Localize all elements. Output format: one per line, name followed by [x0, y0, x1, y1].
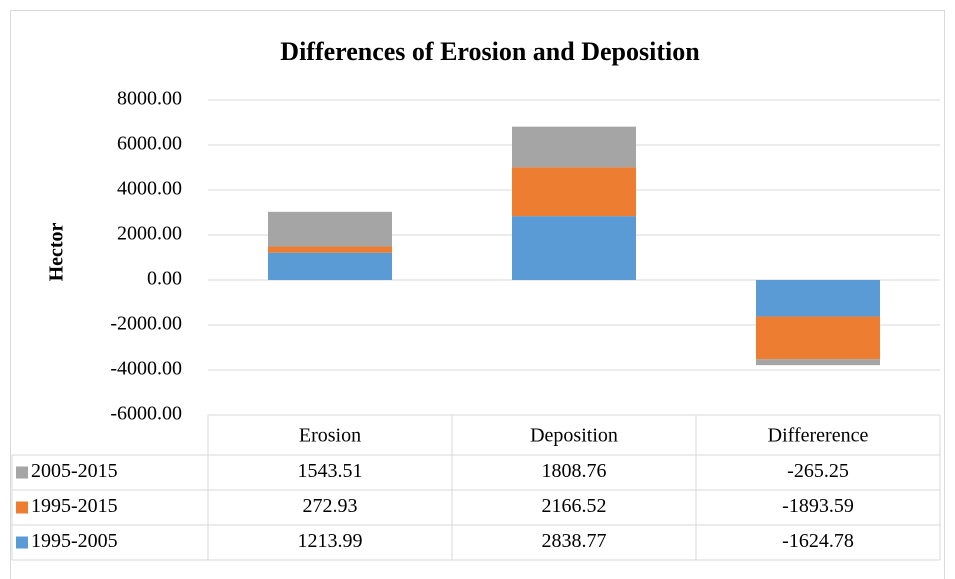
y-tick-label: 0.00 — [147, 268, 182, 290]
bar-segment — [512, 126, 636, 168]
table-value: 2838.77 — [542, 530, 607, 552]
table-value: -1624.78 — [782, 530, 854, 552]
table-value: 2166.52 — [542, 495, 607, 517]
table-value: -1893.59 — [782, 495, 854, 517]
bar-segment — [512, 216, 636, 280]
table-value: -265.25 — [787, 460, 849, 482]
legend-swatch — [16, 466, 28, 479]
bar-segment — [756, 316, 880, 360]
y-tick-label: 8000.00 — [117, 88, 182, 110]
x-tick-label: Erosion — [299, 425, 361, 447]
bar-segment — [756, 280, 880, 317]
legend-swatch — [16, 501, 28, 514]
bar-segment — [268, 252, 392, 280]
legend-swatch — [16, 536, 28, 549]
table-value: 1213.99 — [298, 530, 363, 552]
legend-label: 1995-2015 — [31, 495, 118, 517]
bar-segment — [756, 359, 880, 366]
table-value: 1808.76 — [542, 460, 607, 482]
bar-segment — [512, 167, 636, 217]
bar-segment — [268, 246, 392, 253]
y-tick-label: -2000.00 — [110, 313, 182, 335]
chart-title: Differences of Erosion and Deposition — [280, 37, 700, 66]
y-tick-label: 4000.00 — [117, 178, 182, 200]
table-value: 1543.51 — [298, 460, 363, 482]
legend-label: 2005-2015 — [31, 460, 118, 482]
table-value: 272.93 — [303, 495, 358, 517]
y-tick-label: -6000.00 — [110, 403, 182, 425]
y-tick-label: 2000.00 — [117, 223, 182, 245]
bar-segment — [268, 211, 392, 247]
x-tick-label: Deposition — [530, 425, 618, 447]
y-axis-label: Hector — [46, 222, 68, 281]
y-tick-label: -4000.00 — [110, 358, 182, 380]
y-tick-label: 6000.00 — [117, 133, 182, 155]
x-tick-label: Differerence — [768, 425, 869, 447]
legend-label: 1995-2005 — [31, 530, 118, 552]
